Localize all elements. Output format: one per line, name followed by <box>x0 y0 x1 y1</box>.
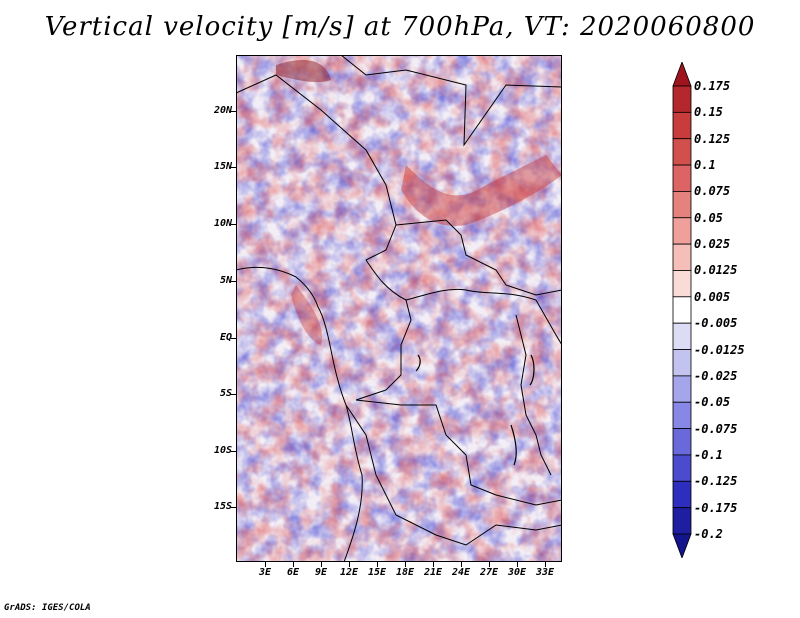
colorbar-label: -0.005 <box>694 316 738 331</box>
colorbar-label: 0.075 <box>694 184 731 199</box>
sahara-borders <box>340 55 562 147</box>
lon-tick-mark <box>433 562 434 567</box>
colorbar-cell <box>672 243 692 271</box>
angola-border <box>355 399 497 496</box>
east-border <box>535 299 562 346</box>
colorbar-label: -0.025 <box>694 368 738 383</box>
colorbar-label: -0.075 <box>694 421 738 436</box>
ascent-field <box>236 55 562 562</box>
lat-tick-label: EQ <box>219 332 232 343</box>
colorbar-label: -0.175 <box>694 500 738 515</box>
lon-tick-label: 27E <box>479 567 499 578</box>
lon-tick-label: 21E <box>423 567 443 578</box>
colorbar-label: 0.025 <box>694 237 731 252</box>
lat-tick-mark <box>231 167 236 168</box>
colorbar-cell <box>672 533 692 558</box>
map-title: Vertical velocity [m/s] at 700hPa, VT: 2… <box>44 12 756 42</box>
lon-tick-mark <box>489 562 490 567</box>
colorbar-label: 0.0125 <box>694 263 738 278</box>
lat-tick-label: 15S <box>213 501 232 512</box>
lat-tick-label: 20N <box>213 105 232 116</box>
colorbar-label: 0.1 <box>694 158 716 173</box>
lat-tick-label: 5N <box>219 275 232 286</box>
lake-outline <box>415 354 421 372</box>
boundaries <box>236 55 562 562</box>
colorbar-cell <box>672 349 692 377</box>
lon-tick-mark <box>265 562 266 567</box>
colorbar-label: -0.05 <box>694 395 731 410</box>
ascent-band-north <box>401 155 562 226</box>
lon-tick-mark <box>545 562 546 567</box>
lon-tick-label: 15E <box>367 567 387 578</box>
colorbar-cell <box>672 191 692 219</box>
colorbar-label: 0.175 <box>694 79 731 93</box>
lon-tick-label: 24E <box>451 567 471 578</box>
colorbar-label: 0.05 <box>694 210 723 225</box>
colorbar-label: -0.1 <box>694 447 723 462</box>
colorbar-cell <box>672 507 692 535</box>
rift-lakes <box>515 314 552 476</box>
lon-tick-label: 12E <box>339 567 359 578</box>
grads-credit: GrADS: IGES/COLA <box>4 603 91 613</box>
lon-tick-label: 18E <box>395 567 415 578</box>
colorbar-cell <box>672 85 692 113</box>
lon-tick-label: 3E <box>258 567 272 578</box>
lon-tick-label: 9E <box>314 567 328 578</box>
lat-tick-label: 15N <box>213 161 232 172</box>
lon-tick-mark <box>377 562 378 567</box>
colorbar-cell <box>672 270 692 298</box>
lake-tanganyika <box>510 424 517 466</box>
lat-tick-label: 10N <box>213 218 232 229</box>
ascent-core-sahara <box>276 60 331 83</box>
vertical-velocity-map <box>236 55 562 562</box>
colorbar-cell <box>672 111 692 140</box>
west-border <box>236 74 397 261</box>
lon-tick-mark <box>461 562 462 567</box>
lon-tick-mark <box>517 562 518 567</box>
lat-tick-mark <box>231 394 236 395</box>
map-field-svg <box>236 55 562 562</box>
zambia-border <box>495 494 562 506</box>
lon-tick-label: 30E <box>507 567 527 578</box>
colorbar-cell <box>672 62 692 87</box>
lon-tick-mark <box>321 562 322 567</box>
southern-border <box>345 404 562 546</box>
lat-tick-mark <box>231 224 236 225</box>
lat-tick-mark <box>231 111 236 112</box>
colorbar-label: -0.0125 <box>694 342 745 357</box>
lat-tick-mark <box>231 338 236 339</box>
colorbar-cell <box>672 296 692 324</box>
colorbar-cell <box>672 454 692 482</box>
colorbar-cell <box>672 428 692 456</box>
colorbar-label: -0.2 <box>694 527 723 541</box>
lat-tick-label: 5S <box>219 388 232 399</box>
lat-tick-label: 10S <box>213 445 232 456</box>
colorbar-cell <box>672 217 692 245</box>
lat-tick-mark <box>231 451 236 452</box>
lon-tick-label: 6E <box>286 567 300 578</box>
lon-tick-mark <box>405 562 406 567</box>
colorbar-cell <box>672 322 692 350</box>
colorbar-label: 0.15 <box>694 105 723 120</box>
colorbar-label: 0.125 <box>694 131 731 146</box>
colorbar <box>672 62 692 558</box>
atlantic-coastline <box>236 266 363 562</box>
colorbar-label: -0.125 <box>694 474 738 489</box>
colorbar-cell <box>672 138 692 166</box>
congo-border <box>355 299 412 401</box>
lon-tick-mark <box>293 562 294 567</box>
lon-tick-mark <box>349 562 350 567</box>
lat-tick-mark <box>231 281 236 282</box>
colorbar-label: 0.005 <box>694 289 731 304</box>
colorbar-cell <box>672 480 692 509</box>
lake-victoria <box>529 354 535 386</box>
lat-tick-mark <box>231 507 236 508</box>
colorbar-cell <box>672 375 692 403</box>
central-border <box>365 259 537 301</box>
lon-tick-label: 33E <box>535 567 555 578</box>
ascent-core-gulf <box>291 285 322 345</box>
colorbar-cell <box>672 164 692 192</box>
colorbar-cell <box>672 401 692 429</box>
sahel-border <box>395 219 562 296</box>
